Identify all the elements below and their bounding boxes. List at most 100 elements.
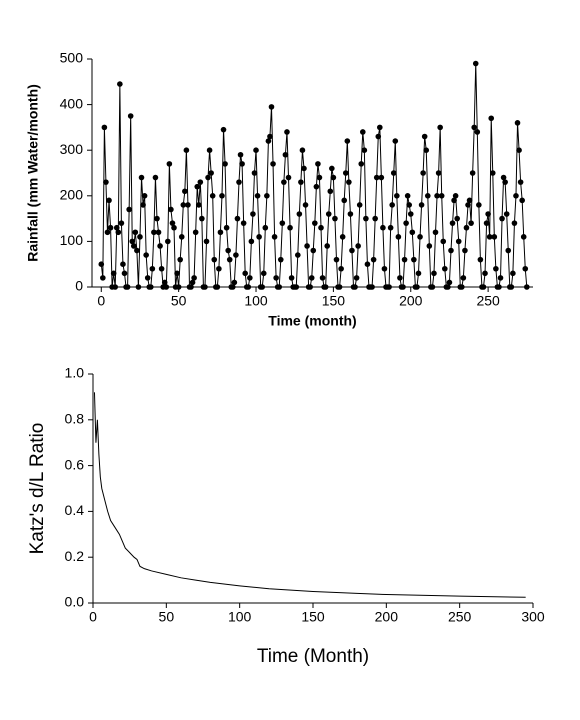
- data-point: [117, 81, 123, 87]
- x-tick-label: 150: [301, 609, 325, 625]
- y-tick-label: 0.8: [65, 411, 85, 427]
- data-point: [151, 229, 157, 236]
- data-point: [403, 220, 409, 226]
- data-point: [482, 270, 488, 277]
- data-point: [432, 229, 439, 236]
- data-line: [100, 63, 528, 288]
- data-point: [124, 284, 131, 290]
- y-tick-label: 1.0: [65, 365, 85, 381]
- data-point: [372, 215, 378, 222]
- data-point: [103, 179, 109, 185]
- data-point: [319, 275, 326, 281]
- data-point: [519, 197, 525, 204]
- data-point: [426, 243, 433, 249]
- data-point: [409, 229, 416, 236]
- data-point: [397, 275, 403, 281]
- data-point: [401, 256, 408, 263]
- data-point: [110, 270, 117, 277]
- data-point: [134, 247, 140, 254]
- data-point: [248, 238, 255, 245]
- data-point: [522, 265, 529, 272]
- data-point: [477, 256, 484, 263]
- data-point: [226, 256, 233, 263]
- x-tick-label: 100: [244, 293, 268, 309]
- data-point: [316, 174, 323, 181]
- data-point: [126, 206, 132, 213]
- data-point: [516, 147, 522, 153]
- data-point: [517, 179, 524, 185]
- data-point: [169, 220, 176, 226]
- data-point: [465, 202, 471, 208]
- data-point: [342, 170, 349, 176]
- data-point: [223, 224, 230, 231]
- data-point: [268, 104, 275, 110]
- data-point: [299, 147, 306, 153]
- data-point: [406, 202, 413, 208]
- data-point: [285, 174, 292, 181]
- data-point: [377, 124, 383, 131]
- data-point: [445, 284, 451, 290]
- data-point: [448, 247, 454, 254]
- data-point: [254, 193, 261, 199]
- data-point: [171, 224, 177, 231]
- data-point: [240, 220, 247, 226]
- data-point: [386, 284, 392, 290]
- data-point: [265, 138, 272, 144]
- data-point: [476, 202, 482, 208]
- y-tick-label: 300: [60, 141, 84, 157]
- data-point: [415, 270, 422, 277]
- data-point: [390, 170, 397, 176]
- data-point: [220, 126, 227, 133]
- data-point: [474, 129, 481, 135]
- data-point: [420, 170, 426, 176]
- data-point: [149, 265, 156, 272]
- data-point: [429, 284, 436, 290]
- data-point: [262, 224, 269, 231]
- y-tick-label: 0.0: [65, 594, 85, 610]
- data-point: [183, 147, 190, 153]
- data-point: [217, 229, 224, 236]
- data-point: [355, 243, 361, 249]
- data-point: [520, 234, 527, 240]
- data-point: [219, 193, 225, 199]
- data-point: [192, 229, 199, 236]
- data-point: [127, 113, 134, 119]
- data-point: [446, 279, 453, 286]
- data-point: [452, 193, 459, 199]
- data-point: [459, 284, 465, 290]
- data-point: [381, 265, 388, 272]
- data-point: [154, 215, 160, 222]
- data-point: [451, 197, 457, 204]
- x-tick-label: 150: [322, 293, 346, 309]
- data-point: [132, 229, 139, 236]
- data-point: [279, 220, 286, 226]
- data-point: [421, 133, 428, 140]
- data-point: [312, 220, 318, 226]
- x-axis-label: Time (Month): [257, 646, 369, 667]
- data-point: [250, 211, 256, 217]
- data-point: [152, 174, 159, 181]
- data-point: [260, 270, 267, 277]
- data-point: [358, 161, 365, 167]
- y-tick-label: 0: [75, 278, 83, 294]
- data-point: [462, 247, 468, 254]
- data-point: [211, 256, 218, 263]
- data-point: [387, 224, 394, 231]
- data-point: [455, 238, 462, 245]
- data-point: [166, 161, 173, 167]
- data-point: [496, 284, 502, 290]
- data-point: [325, 211, 332, 217]
- data-point: [324, 243, 331, 249]
- data-point: [486, 234, 493, 240]
- data-point: [191, 275, 197, 281]
- data-point: [296, 211, 303, 217]
- y-tick-label: 400: [60, 95, 84, 111]
- data-point: [101, 124, 108, 131]
- data-point: [298, 179, 304, 185]
- data-point: [267, 133, 273, 140]
- data-point: [378, 174, 385, 181]
- data-point: [270, 161, 276, 167]
- data-point: [307, 284, 313, 290]
